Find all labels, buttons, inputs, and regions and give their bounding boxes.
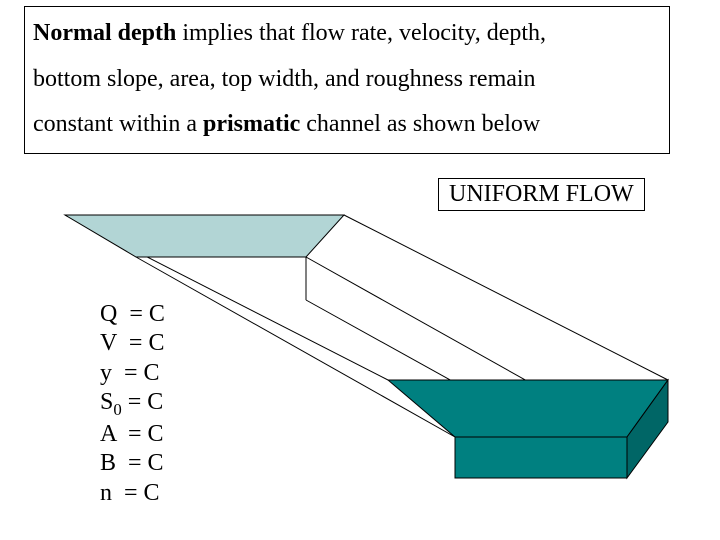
equation-B: B = C [100,449,165,478]
upstream-cross-section [65,215,344,257]
equations-list: Q = C V = C y = C S0 = C A = C B = C n =… [100,300,165,508]
normal-depth-term: Normal depth [33,20,182,46]
definition-line-1: Normal depth implies that flow rate, vel… [33,11,661,57]
downstream-front-face [455,437,627,478]
definition-line-3: constant within a prismatic channel as s… [33,102,661,148]
equation-V: V = C [100,329,165,358]
equation-y: y = C [100,359,165,388]
definition-line-2: bottom slope, area, top width, and rough… [33,57,661,103]
definition-box: Normal depth implies that flow rate, vel… [24,6,670,154]
equation-Q: Q = C [100,300,165,329]
uniform-flow-label: UNIFORM FLOW [438,178,645,211]
downstream-cross-section [388,380,668,437]
equation-S0: S0 = C [100,388,165,420]
downstream-side-face [627,380,668,478]
equation-A: A = C [100,420,165,449]
prismatic-term: prismatic [203,111,300,137]
equation-n: n = C [100,479,165,508]
